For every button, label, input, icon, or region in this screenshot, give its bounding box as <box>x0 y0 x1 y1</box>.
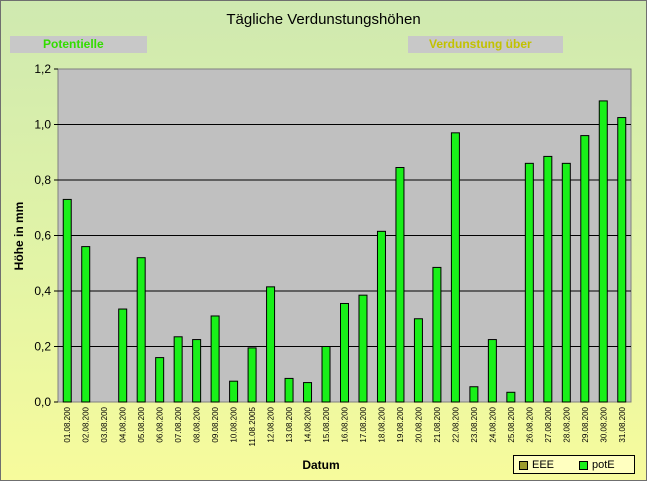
bar-pote <box>303 382 313 403</box>
x-tick-label: 15.08.200 <box>322 406 331 442</box>
bar-pote <box>284 377 294 403</box>
bar-pote <box>229 380 239 403</box>
bar-pote <box>413 318 423 403</box>
x-tick-label: 31.08.200 <box>618 406 627 442</box>
x-tick-label: 04.08.200 <box>119 406 128 442</box>
bar-pote <box>81 246 91 403</box>
y-tick-label: 0,6 <box>34 229 51 243</box>
x-ticks: 01.08.200 02.08.200 03.08.200 04.08.200 05.0… <box>63 406 627 446</box>
bars <box>62 100 627 403</box>
bar-pote <box>432 266 442 403</box>
bar-pote <box>62 198 72 403</box>
legend-label-eee: EEE <box>532 459 555 471</box>
bar-pote <box>266 286 276 403</box>
x-tick-label: 01.08.200 <box>63 406 72 442</box>
legend-swatch-pote <box>579 460 588 470</box>
legend: EEE potE <box>513 455 635 474</box>
x-tick-label: 07.08.200 <box>174 406 183 442</box>
bar-pote <box>173 336 183 403</box>
legend-swatch-eee <box>519 460 528 470</box>
x-tick-label: 27.08.200 <box>544 406 553 442</box>
chart-title: Tägliche Verdunstungshöhen <box>226 11 421 28</box>
bar-pote <box>506 391 516 403</box>
legend-item-eee: EEE <box>519 459 554 471</box>
y-tick-label: 0,0 <box>34 395 51 409</box>
y-tick-label: 1,2 <box>34 62 51 76</box>
y-axis-label: Höhe in mm <box>12 201 26 271</box>
bar-pote <box>580 135 590 403</box>
x-tick-label: 05.08.200 <box>137 406 146 442</box>
y-tick-label: 0,2 <box>34 340 51 354</box>
x-tick-label: 12.08.200 <box>267 406 276 442</box>
x-tick-label: 22.08.200 <box>451 406 460 442</box>
legend-label-pote: potE <box>592 459 615 471</box>
bar-pote <box>376 230 386 403</box>
x-tick-label: 21.08.200 <box>433 406 442 442</box>
x-tick-label: 03.08.200 <box>100 406 109 442</box>
x-tick-label: 08.08.200 <box>193 406 202 442</box>
y-tick-label: 0,8 <box>34 173 51 187</box>
banner-right: Verdunstung über <box>408 36 563 53</box>
x-tick-label: 14.08.200 <box>304 406 313 442</box>
bar-pote <box>321 346 331 403</box>
x-tick-label: 26.08.200 <box>525 406 534 442</box>
x-tick-label: 09.08.200 <box>211 406 220 442</box>
bar-pote <box>524 162 534 403</box>
bar-pote <box>136 257 146 403</box>
x-tick-label: 20.08.200 <box>414 406 423 442</box>
bar-pote <box>598 100 608 403</box>
x-tick-label: 29.08.200 <box>581 406 590 442</box>
x-tick-label: 13.08.200 <box>285 406 294 442</box>
bar-pote <box>561 162 571 403</box>
bar-pote <box>340 302 349 403</box>
bar-pote <box>358 294 368 403</box>
bar-pote <box>450 132 460 403</box>
x-tick-label: 10.08.200 <box>230 406 239 442</box>
x-tick-label: 23.08.200 <box>470 406 479 442</box>
y-tick-label: 1,0 <box>34 118 51 132</box>
bar-pote <box>469 386 479 403</box>
bar-pote <box>487 339 497 403</box>
bar-pote <box>617 117 627 403</box>
bar-pote <box>247 347 257 403</box>
x-axis-label: Datum <box>302 458 340 472</box>
banner-left: Potentielle <box>10 36 147 53</box>
x-tick-label: 16.08.200 <box>341 406 350 442</box>
bar-pote <box>192 339 202 403</box>
x-tick-label: 11.08.2005 <box>248 406 257 446</box>
y-tick-label: 0,4 <box>34 284 51 298</box>
bar-pote <box>543 155 553 403</box>
bar-pote <box>395 167 405 403</box>
x-tick-label: 18.08.200 <box>377 406 386 442</box>
y-ticks: 0,0 0,2 0,4 0,6 0,8 1,0 1,2 <box>34 62 58 409</box>
x-tick-label: 25.08.200 <box>507 406 516 442</box>
bar-pote <box>155 357 165 403</box>
x-tick-label: 24.08.200 <box>488 406 497 442</box>
bar-pote <box>210 315 220 403</box>
x-tick-label: 30.08.200 <box>599 406 608 442</box>
x-tick-label: 06.08.200 <box>156 406 165 442</box>
bar-pote <box>118 308 128 403</box>
legend-item-pote: potE <box>579 459 615 471</box>
x-tick-label: 17.08.200 <box>359 406 368 442</box>
x-tick-label: 02.08.200 <box>82 406 91 442</box>
x-tick-label: 19.08.200 <box>396 406 405 442</box>
x-tick-label: 28.08.200 <box>562 406 571 442</box>
